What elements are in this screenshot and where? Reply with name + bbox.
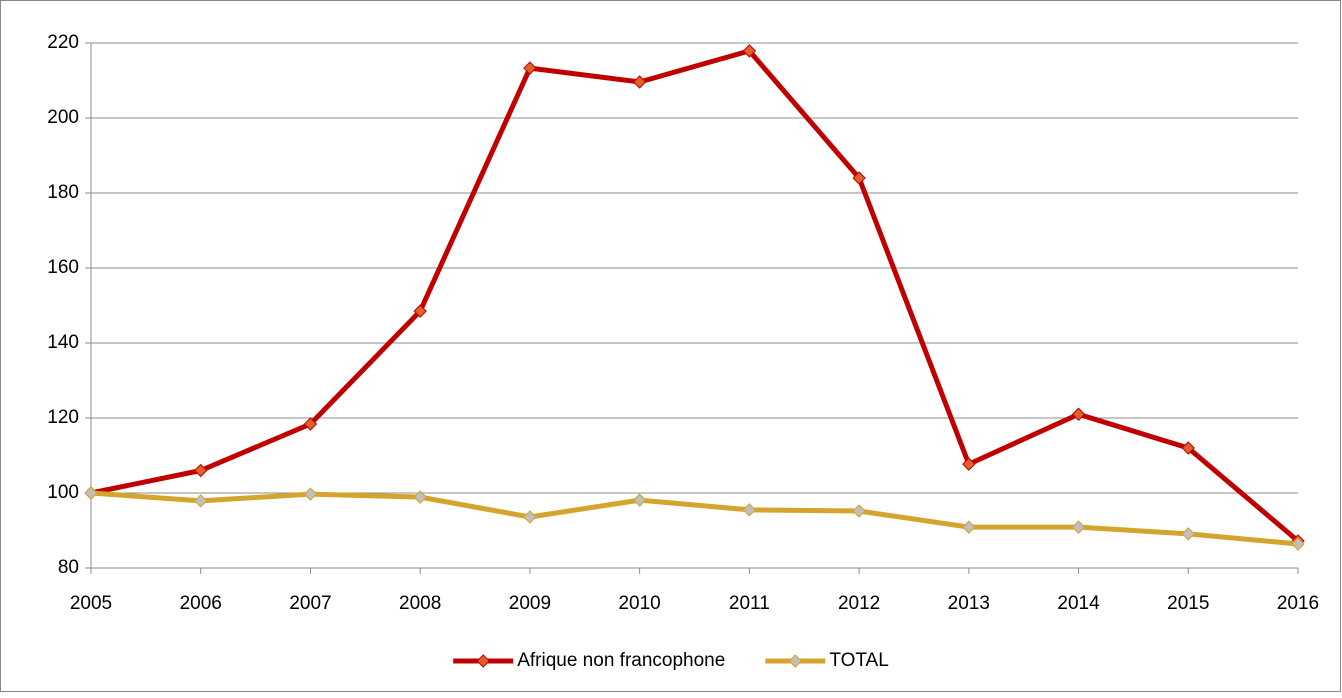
x-tick-label: 2013	[948, 593, 990, 614]
point-marker	[1291, 537, 1305, 551]
legend-marker	[788, 654, 803, 668]
point-marker	[523, 61, 537, 75]
x-tick-label: 2008	[399, 593, 441, 614]
point-marker	[852, 171, 866, 185]
point-marker	[413, 490, 427, 504]
point-marker	[194, 463, 208, 478]
y-tick-label: 160	[47, 257, 79, 278]
x-tick-label: 2016	[1277, 593, 1319, 614]
y-tick-label: 220	[47, 32, 79, 53]
point-marker	[1181, 441, 1195, 455]
point-marker	[742, 503, 757, 517]
point-marker	[303, 417, 318, 431]
point-marker	[852, 504, 866, 518]
legend-label: TOTAL	[829, 650, 888, 671]
y-tick-label: 180	[47, 182, 79, 203]
legend-marker	[476, 654, 490, 668]
point-marker	[1071, 407, 1086, 421]
x-tick-label: 2009	[509, 593, 551, 614]
point-marker	[632, 493, 647, 507]
y-tick-label: 140	[47, 332, 79, 353]
x-tick-label: 2007	[289, 593, 331, 614]
point-marker	[84, 486, 98, 500]
x-tick-label: 2015	[1167, 593, 1209, 614]
x-tick-label: 2011	[729, 593, 770, 614]
x-tick-label: 2006	[180, 593, 222, 614]
point-marker	[742, 44, 757, 58]
y-tick-label: 120	[47, 407, 79, 428]
point-marker	[303, 487, 318, 501]
y-tick-label: 200	[47, 107, 79, 128]
x-tick-label: 2012	[838, 593, 880, 614]
x-tick-label: 2014	[1057, 593, 1100, 614]
series-line	[90, 48, 1300, 543]
point-marker	[1181, 527, 1195, 541]
series-line	[90, 490, 1299, 547]
legend-label: Afrique non francophone	[517, 650, 725, 671]
x-tick-label: 2005	[70, 593, 112, 614]
point-marker	[962, 457, 976, 471]
x-tick-label: 2010	[618, 593, 660, 614]
point-marker	[1071, 520, 1086, 534]
point-marker	[962, 520, 976, 534]
point-marker	[523, 510, 537, 524]
y-tick-label: 100	[47, 482, 79, 503]
y-tick-label: 80	[58, 557, 79, 578]
point-marker	[194, 494, 208, 508]
point-marker	[413, 304, 427, 318]
point-marker	[632, 75, 647, 89]
